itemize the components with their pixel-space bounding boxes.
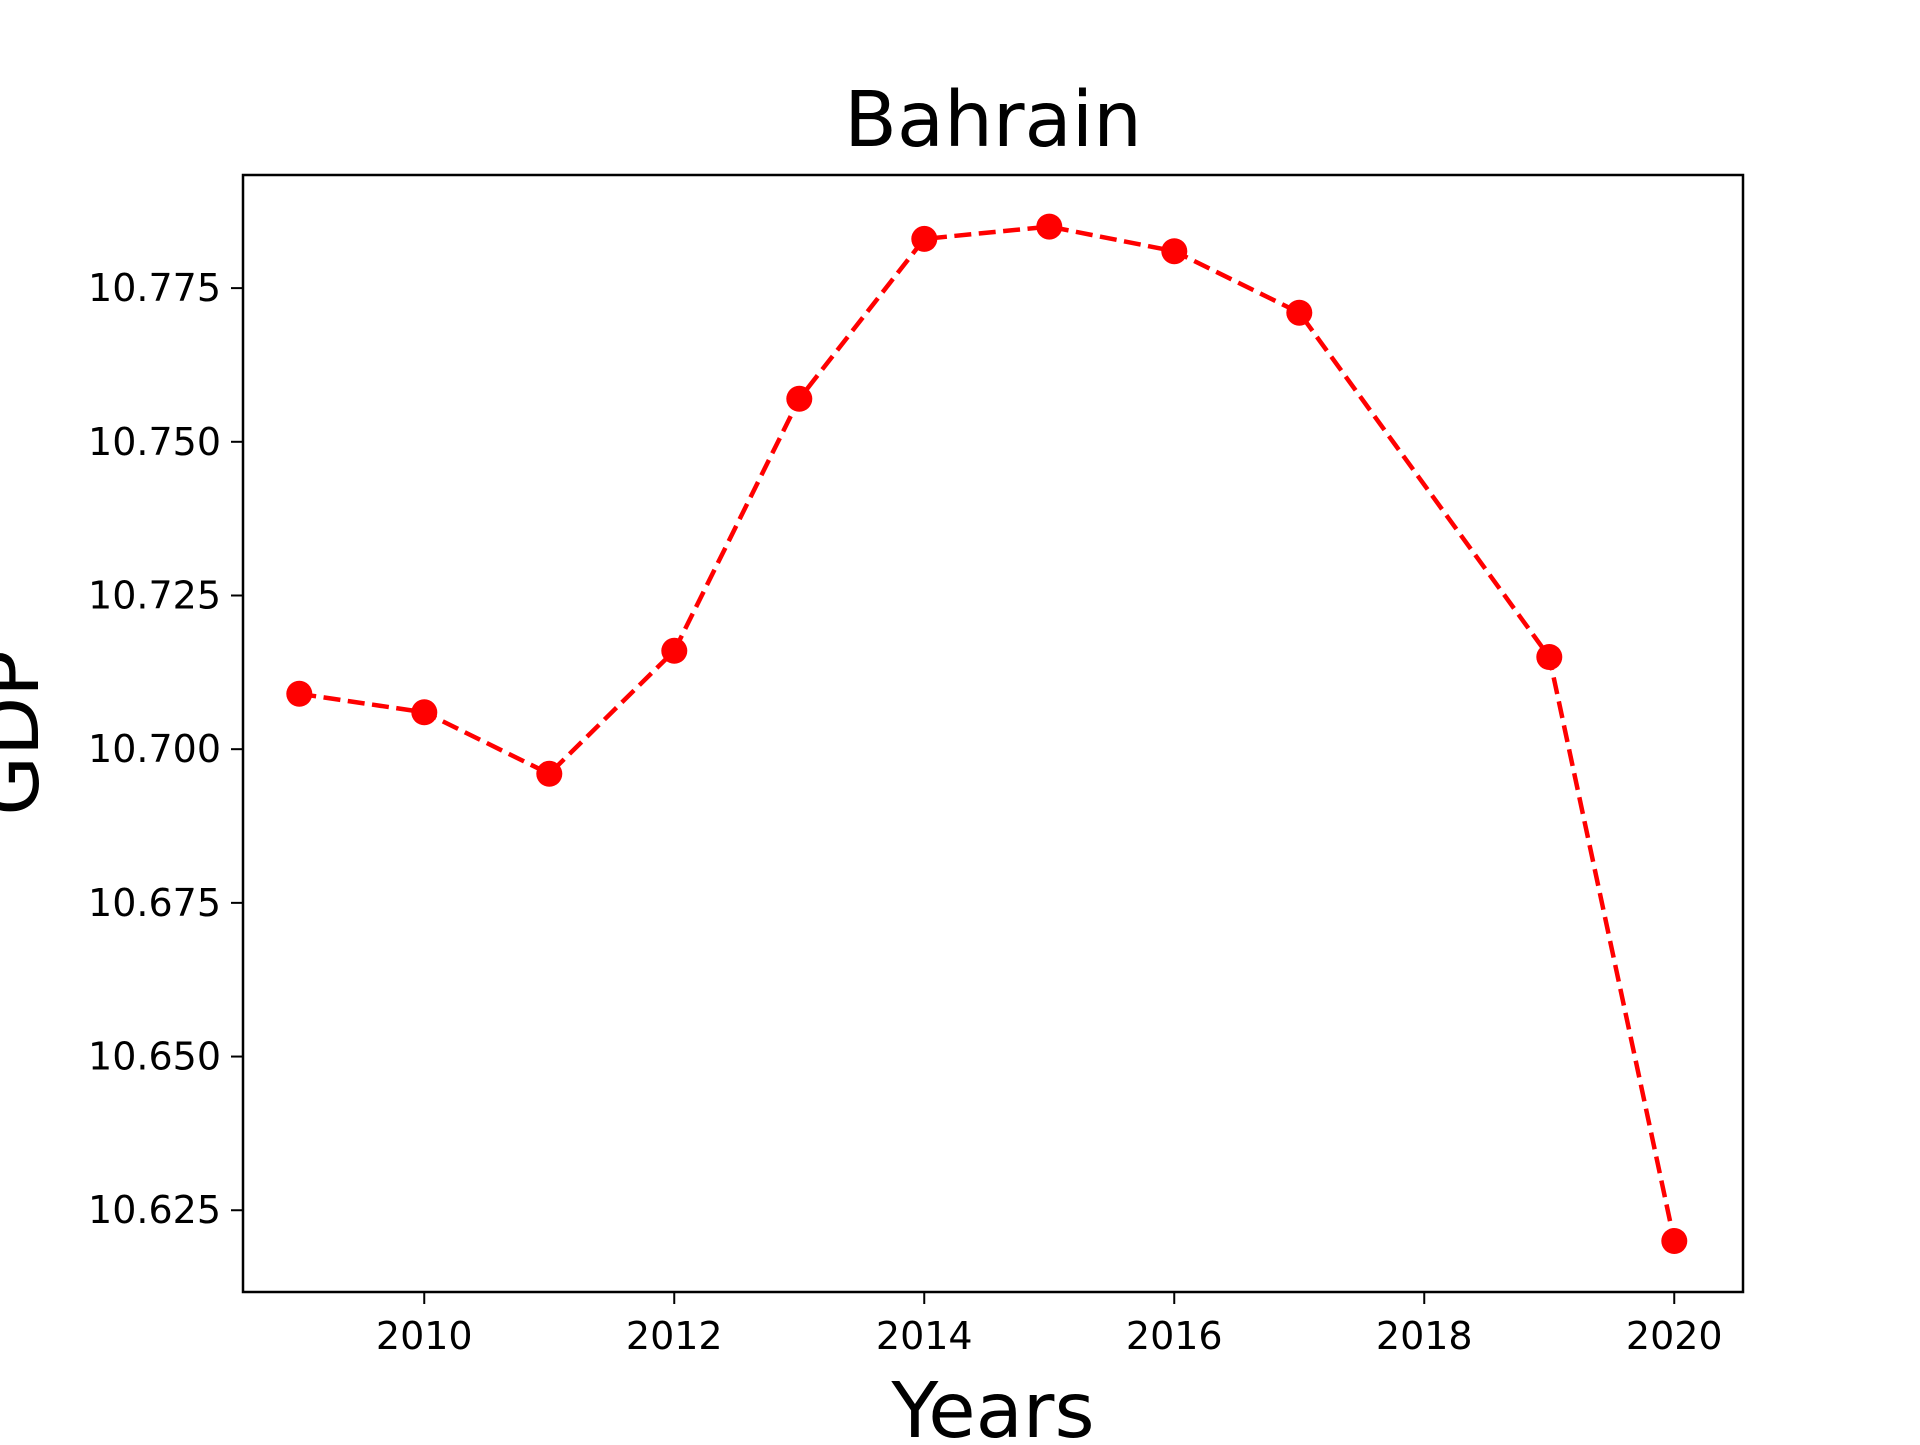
x-tick-label: 2014 (876, 1314, 973, 1358)
x-axis-ticks: 2010 2012 2014 2016 2018 2020 (376, 1292, 1723, 1358)
data-point (411, 699, 438, 726)
y-axis-label: GDP (0, 650, 57, 815)
x-tick-label: 2016 (1126, 1314, 1223, 1358)
x-axis-label: Years (890, 1367, 1094, 1440)
data-point (286, 680, 313, 707)
axes-frame (241, 173, 1745, 1294)
y-tick-label: 10.675 (88, 881, 221, 925)
data-point (1536, 644, 1563, 670)
x-tick-label: 2018 (1376, 1314, 1473, 1358)
x-tick-label: 2010 (376, 1314, 473, 1358)
data-point (1286, 299, 1313, 326)
y-tick-label: 10.650 (88, 1035, 221, 1079)
data-point (1161, 238, 1188, 265)
y-tick-label: 10.725 (88, 573, 221, 617)
data-point (786, 385, 813, 412)
data-point (1036, 213, 1063, 240)
x-tick-label: 2020 (1626, 1314, 1723, 1358)
data-point (911, 225, 938, 252)
y-axis-ticks: 10.625 10.650 10.675 10.700 10.725 10.750 10.7… (88, 266, 243, 1232)
series-line (298, 224, 1677, 1242)
chart-title: Bahrain (844, 76, 1142, 165)
data-point (661, 637, 688, 664)
y-tick-label: 10.750 (88, 420, 221, 464)
y-tick-label: 10.775 (88, 266, 221, 310)
plot-area (286, 213, 1688, 1254)
data-point (536, 760, 563, 787)
y-tick-label: 10.625 (88, 1188, 221, 1232)
x-tick-label: 2012 (626, 1314, 723, 1358)
data-point (1661, 1228, 1688, 1254)
y-tick-label: 10.700 (88, 727, 221, 771)
